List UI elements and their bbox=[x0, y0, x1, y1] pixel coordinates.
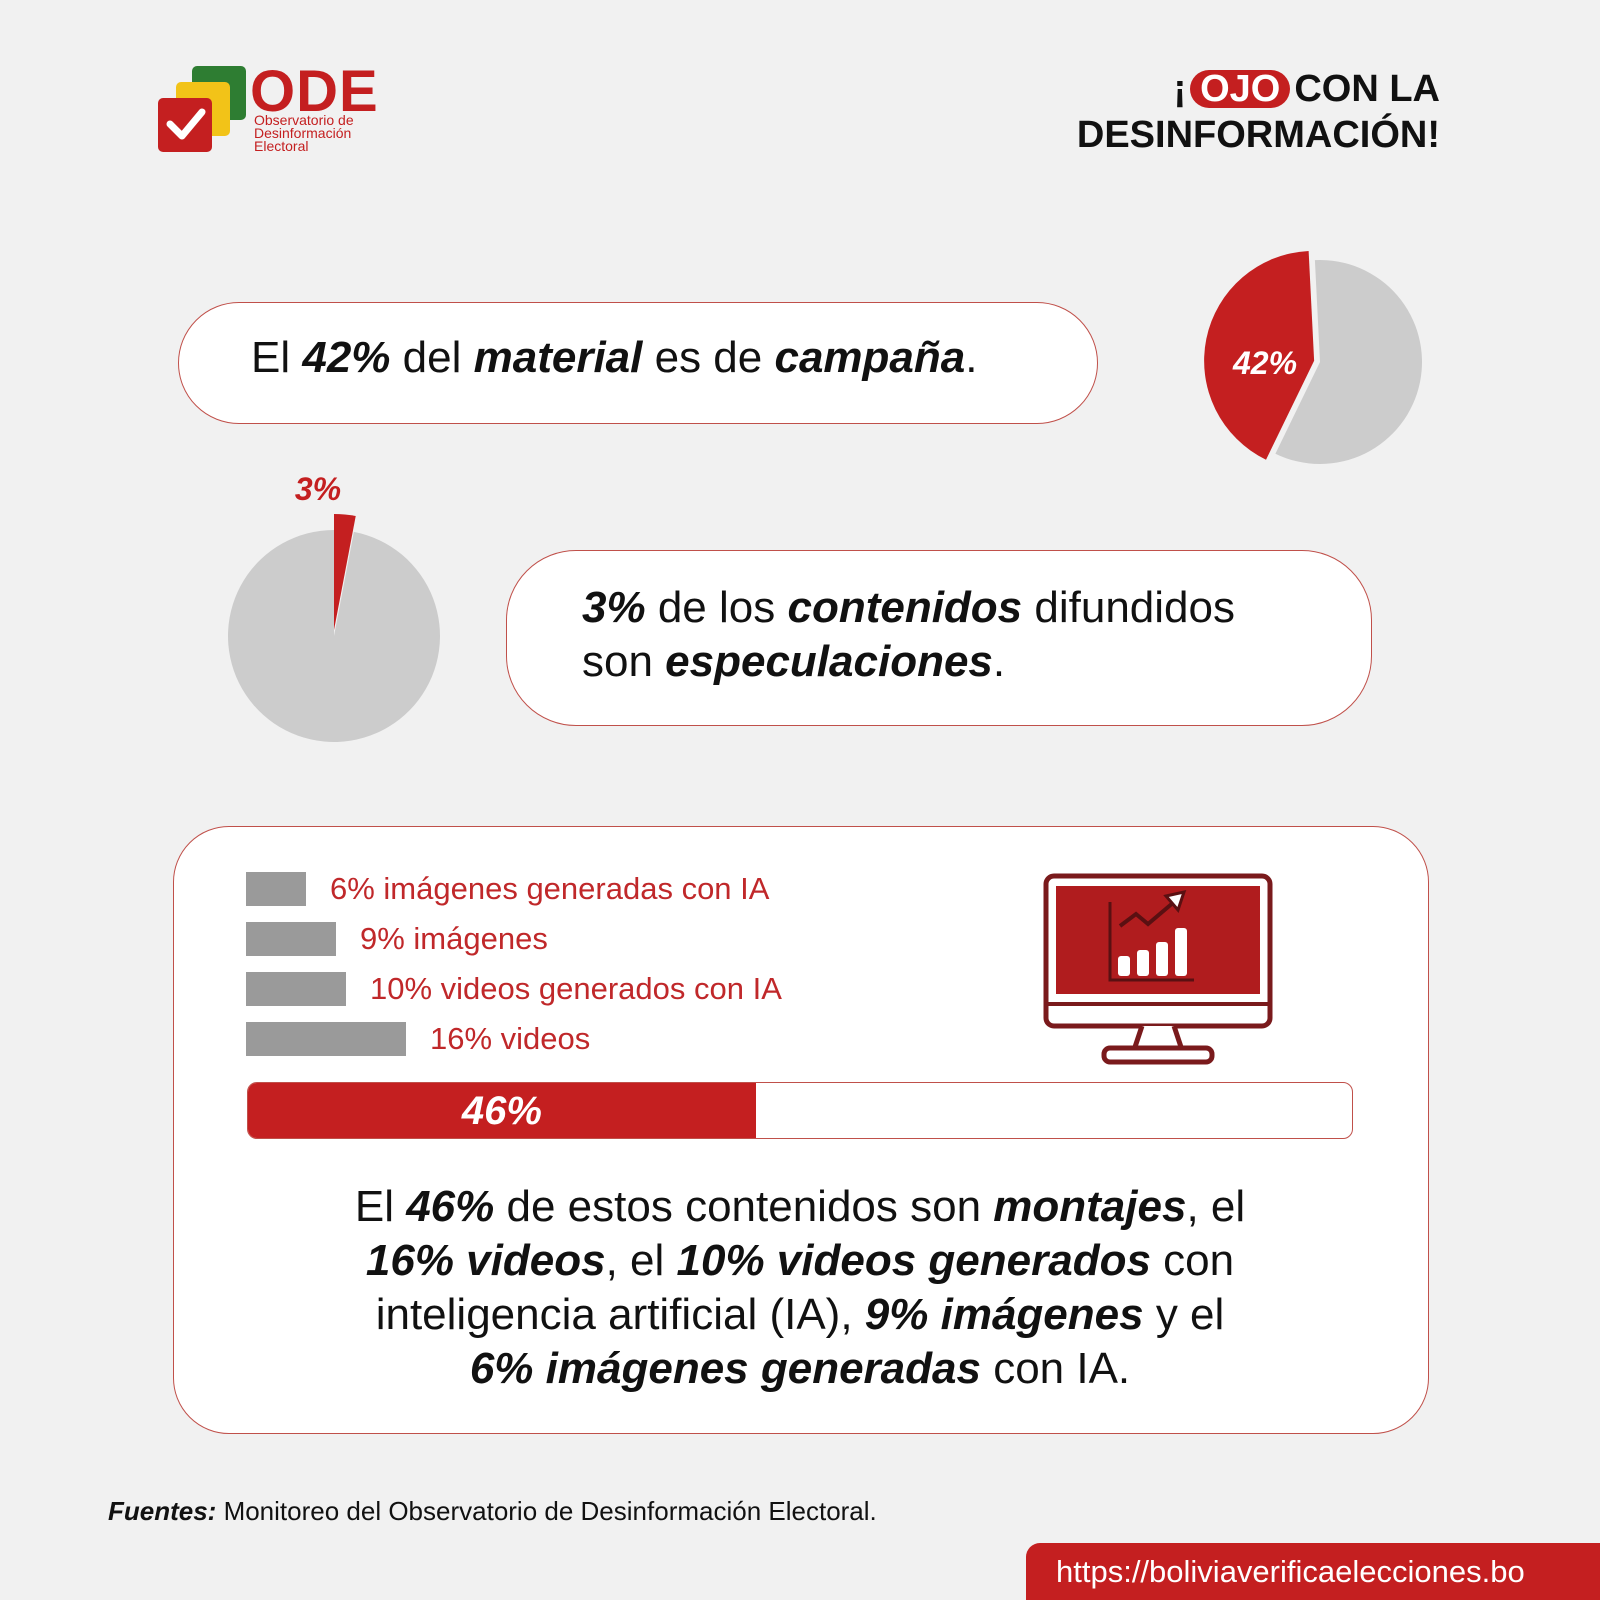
headline-line2: DESINFORMACIÓN! bbox=[1076, 114, 1440, 156]
stat-speculation-text: 3% de los contenidos difundidos son espe… bbox=[582, 583, 1235, 686]
pie-label-campaign: 42% bbox=[1232, 345, 1297, 381]
logo-line-1: Observatorio de bbox=[254, 112, 354, 128]
progress-bar-montajes: 46% bbox=[247, 1082, 1353, 1139]
bar-label: 9% imágenes bbox=[360, 921, 548, 956]
headline: ¡ OJO CON LA DESINFORMACIÓN! bbox=[1020, 66, 1440, 158]
horizontal-bar-chart: 6% imágenes generadas con IA 9% imágenes 1… bbox=[246, 872, 946, 1072]
bar-rect bbox=[246, 922, 336, 956]
pie-slice-campaign bbox=[1204, 250, 1315, 460]
bar-label: 16% videos bbox=[430, 1021, 591, 1056]
monitor-chart-icon bbox=[1043, 873, 1273, 1065]
sources-note: Fuentes: Monitoreo del Observatorio de D… bbox=[108, 1496, 877, 1527]
logo-line-2: Desinformación bbox=[254, 125, 352, 141]
headline-pre: ¡ bbox=[1173, 68, 1187, 110]
pie-slice-rest bbox=[1275, 260, 1422, 464]
progress-fill bbox=[248, 1083, 756, 1138]
pie-chart-campaign: 42% bbox=[1204, 250, 1422, 464]
bar-label: 6% imágenes generadas con IA bbox=[330, 871, 770, 906]
bar-rect bbox=[246, 1022, 406, 1056]
bar-label: 10% videos generados con IA bbox=[370, 971, 782, 1006]
bar-rect bbox=[246, 972, 346, 1006]
sources-text: Monitoreo del Observatorio de Desinforma… bbox=[216, 1496, 877, 1526]
headline-ojo-pill: OJO bbox=[1190, 70, 1291, 108]
summary-text: El 46% de estos contenidos son montajes,… bbox=[354, 1182, 1246, 1393]
website-url-banner[interactable]: https://boliviaverificaelecciones.bo bbox=[1026, 1543, 1600, 1600]
ode-logo: ODE Observatorio de Desinformación Elect… bbox=[158, 59, 398, 164]
stat-campaign-pill: El 42% del material es de campaña. bbox=[178, 302, 1098, 424]
pie-chart-speculation: 3% bbox=[228, 471, 440, 742]
pie-slice-rest bbox=[228, 530, 440, 742]
pie-slice-speculation bbox=[334, 514, 356, 630]
progress-label: 46% bbox=[461, 1089, 542, 1133]
bar-rect bbox=[246, 872, 306, 906]
pie-label-speculation: 3% bbox=[295, 471, 341, 507]
website-url[interactable]: https://boliviaverificaelecciones.bo bbox=[1056, 1554, 1525, 1589]
sources-label: Fuentes: bbox=[108, 1496, 217, 1526]
check-squares-icon bbox=[158, 66, 246, 152]
logo-name: ODE bbox=[250, 59, 379, 124]
logo-line-3: Electoral bbox=[254, 138, 309, 154]
headline-post: CON LA bbox=[1294, 68, 1440, 110]
stat-speculation-pill: 3% de los contenidos difundidos son espe… bbox=[506, 550, 1372, 726]
stat-campaign-text: El 42% del material es de campaña. bbox=[251, 333, 978, 382]
